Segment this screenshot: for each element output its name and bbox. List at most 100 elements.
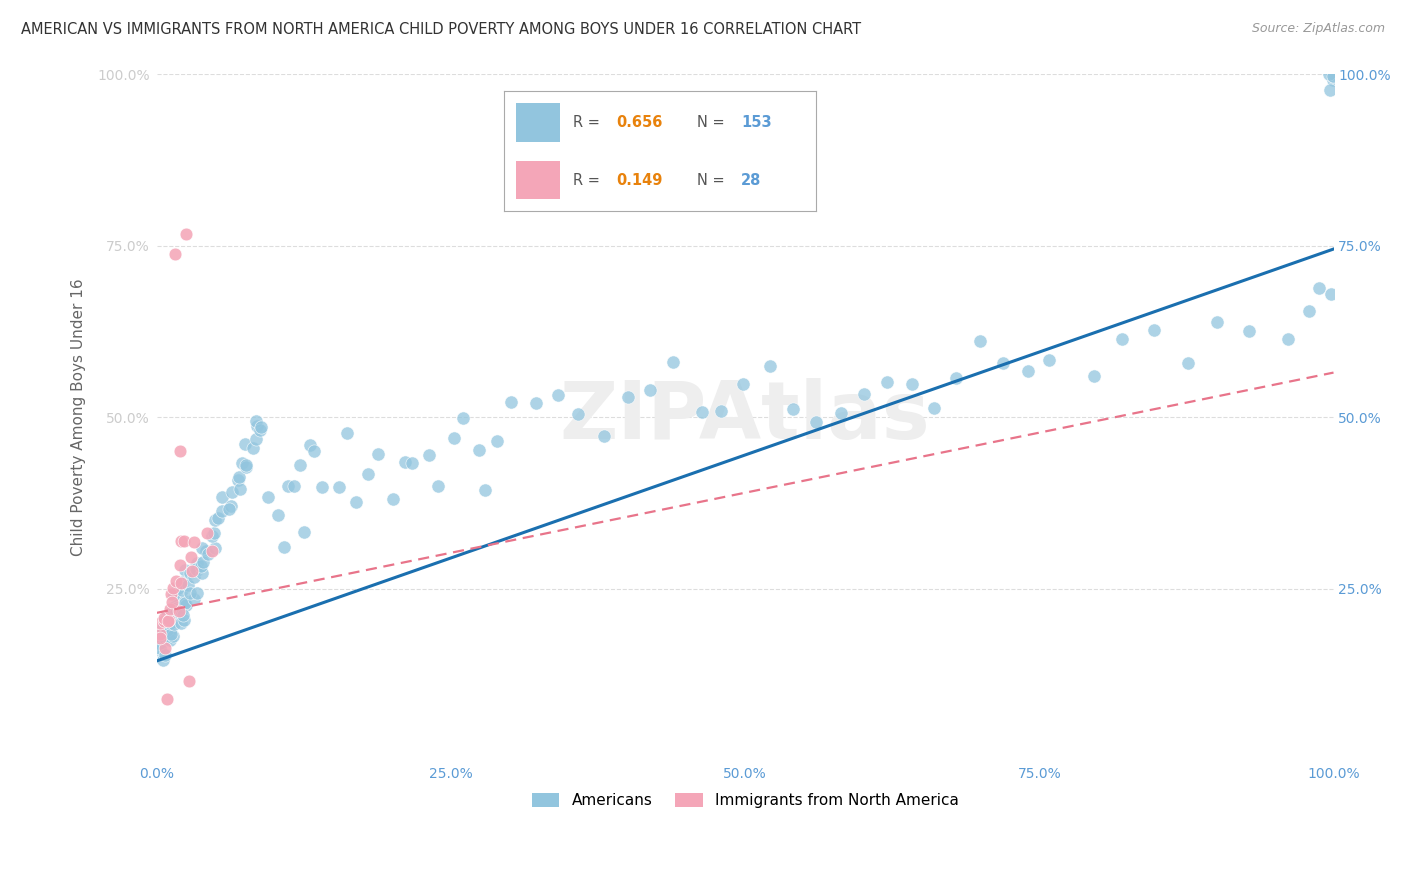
Point xyxy=(183,570,205,584)
Point xyxy=(759,359,782,374)
Y-axis label: Child Poverty Among Boys Under 16: Child Poverty Among Boys Under 16 xyxy=(72,278,86,556)
Point xyxy=(567,407,589,421)
Point xyxy=(418,448,440,462)
Point xyxy=(201,543,224,558)
Point xyxy=(235,458,257,472)
Point xyxy=(394,455,416,469)
Point xyxy=(162,599,184,614)
Point xyxy=(163,605,186,619)
Point xyxy=(174,594,197,608)
Point xyxy=(162,603,184,617)
Point xyxy=(1319,83,1341,97)
Point xyxy=(226,473,249,487)
Point xyxy=(152,614,174,628)
Point xyxy=(201,529,224,543)
Point xyxy=(179,585,201,599)
Point xyxy=(292,525,315,540)
Point xyxy=(782,402,804,417)
Point xyxy=(186,559,208,574)
Point xyxy=(167,599,190,614)
Point xyxy=(876,375,898,389)
Point xyxy=(1017,364,1039,378)
Point xyxy=(155,632,177,646)
Point xyxy=(474,483,496,498)
Point xyxy=(311,480,333,494)
Point xyxy=(1322,69,1344,83)
Point xyxy=(184,560,207,574)
Point xyxy=(149,615,172,630)
Point xyxy=(159,587,181,601)
Point xyxy=(1319,286,1341,301)
Point xyxy=(162,581,184,595)
Point xyxy=(180,549,202,564)
Point xyxy=(159,615,181,630)
Point xyxy=(1322,67,1344,81)
Point xyxy=(174,563,197,577)
Point xyxy=(901,377,924,392)
Point xyxy=(273,540,295,554)
Point xyxy=(443,431,465,445)
Point xyxy=(467,442,489,457)
Point xyxy=(922,401,945,415)
Point xyxy=(221,485,243,500)
Point xyxy=(1298,303,1320,318)
Point xyxy=(1083,369,1105,384)
Point xyxy=(179,566,201,580)
Point xyxy=(250,419,273,434)
Point xyxy=(662,354,685,368)
Point xyxy=(181,564,204,578)
Point xyxy=(162,628,184,642)
Point xyxy=(302,443,325,458)
Point xyxy=(173,596,195,610)
Point xyxy=(155,609,177,624)
Point xyxy=(733,376,755,391)
Point xyxy=(170,575,193,590)
Point xyxy=(167,606,190,620)
Point xyxy=(1205,315,1227,329)
Point xyxy=(1320,67,1343,81)
Point xyxy=(1322,67,1344,81)
Point xyxy=(219,499,242,513)
Point xyxy=(149,632,172,647)
Point xyxy=(152,647,174,661)
Point xyxy=(160,595,183,609)
Point xyxy=(288,458,311,472)
Point xyxy=(1143,323,1166,337)
Point xyxy=(401,456,423,470)
Point xyxy=(190,566,212,580)
Point xyxy=(148,636,170,650)
Point xyxy=(1322,73,1344,87)
Point xyxy=(190,558,212,573)
Point xyxy=(231,456,253,470)
Point xyxy=(228,469,250,483)
Point xyxy=(1322,69,1344,83)
Point xyxy=(184,561,207,575)
Point xyxy=(165,589,187,603)
Point xyxy=(166,574,188,588)
Legend: Americans, Immigrants from North America: Americans, Immigrants from North America xyxy=(526,788,965,814)
Point xyxy=(167,602,190,616)
Point xyxy=(149,640,172,655)
Point xyxy=(211,490,233,504)
Point xyxy=(169,534,191,549)
Point xyxy=(157,613,180,627)
Point xyxy=(169,558,191,572)
Point xyxy=(451,411,474,425)
Point xyxy=(149,631,172,645)
Point xyxy=(173,613,195,627)
Point xyxy=(177,577,200,591)
Point xyxy=(1111,333,1133,347)
Point xyxy=(211,504,233,518)
Point xyxy=(152,653,174,667)
Point xyxy=(969,334,991,348)
Point xyxy=(298,438,321,452)
Text: ZIPAtlas: ZIPAtlas xyxy=(560,378,931,456)
Point xyxy=(177,674,200,689)
Point xyxy=(382,491,405,506)
Point xyxy=(690,405,713,419)
Point xyxy=(173,533,195,548)
Point xyxy=(166,581,188,595)
Point xyxy=(169,604,191,618)
Point xyxy=(186,563,208,577)
Point xyxy=(163,617,186,632)
